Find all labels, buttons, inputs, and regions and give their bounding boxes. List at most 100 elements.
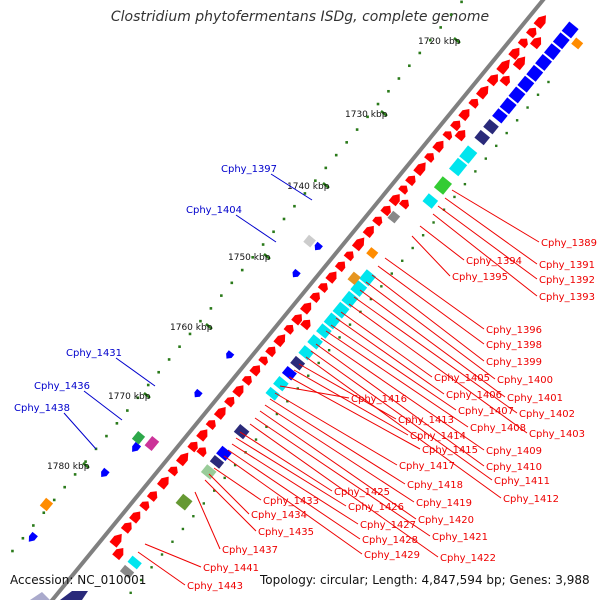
reverse-cds-arrow [196,429,208,442]
reverse-cds-arrow [241,376,252,386]
reverse-cds-arrow [450,120,461,132]
cog-box [200,464,217,480]
reverse-cds-arrow [530,37,542,50]
reverse-gene-leader-line [269,398,406,485]
reverse-cds-arrow [508,47,520,60]
scale-label: 1780 kbp [47,462,90,472]
scale-tick-dot [32,524,35,527]
cog-box [449,157,468,177]
reverse-gene-leader-line [451,189,540,243]
cog-box [341,290,359,308]
misc-feature-box [39,497,54,512]
scale-tick-dot [376,102,380,106]
scale-major-tick [82,462,90,469]
outer-tick-dot [401,259,404,262]
reverse-gene-leader-line [254,417,431,537]
outer-tick-dot [421,234,425,237]
outer-tick-dot [515,119,519,122]
scale-tick-dot [11,549,14,553]
cog-box [544,43,561,61]
scale-tick-dot [449,13,453,16]
outer-tick-dot [275,412,279,416]
outer-tick-dot [380,285,383,288]
misc-feature-box [571,37,584,50]
reverse-gene-label: Cphy_1433 [263,496,319,507]
scale-tick-dot [355,128,359,131]
reverse-gene-leader-line [359,289,506,398]
reverse-gene-leader-line [231,443,359,525]
outer-tick-dot [202,502,205,505]
reverse-cds-arrow [526,27,537,39]
scale-tick-dot [408,64,411,68]
reverse-gene-label: Cphy_1398 [486,340,542,351]
reverse-gene-label: Cphy_1392 [539,275,595,286]
outer-tick-dot [536,93,540,96]
scale-label: 1770 kbp [108,392,151,402]
scale-tick-dot [178,345,181,348]
reverse-gene-label: Cphy_1412 [503,494,559,505]
scale-tick-dot [188,332,192,336]
outer-tick-dot [348,323,352,326]
outer-tick-dot [495,144,498,148]
reverse-gene-leader-line [348,303,528,434]
forward-gene-label: Cphy_1404 [186,205,242,216]
forward-cds-arrow [292,268,301,278]
reverse-gene-leader-line [305,356,502,499]
cog-box [359,269,376,287]
scale-tick-dot [199,319,202,323]
forward-cds-arrow [314,241,323,251]
scale-tick-dot [115,422,119,425]
reverse-gene-leader-line [320,337,485,451]
reverse-cds-arrow [129,511,141,524]
forward-gene-label: Cphy_1397 [221,164,277,175]
cog-box [483,119,499,135]
reverse-cds-arrow [476,85,489,100]
cog-box [290,355,306,371]
reverse-gene-label: Cphy_1443 [187,581,243,592]
reverse-gene-leader-line [353,296,518,414]
accession-label: Accession: NC_010001 [10,573,147,587]
cog-box [216,445,232,461]
genome-summary: Topology: circular; Length: 4,847,594 bp… [260,573,590,587]
scale-tick-dot [251,255,254,259]
scale-tick-dot [42,511,46,515]
reverse-cds-arrow [458,109,470,122]
reverse-cds-arrow [176,452,189,467]
reverse-gene-leader-line [235,437,347,507]
scale-tick-dot [21,536,25,540]
scale-tick-dot [428,38,432,42]
reverse-gene-leader-line [144,543,202,568]
reverse-cds-arrow [273,334,286,348]
reverse-gene-leader-line [377,265,485,345]
reverse-cds-arrow [232,385,244,398]
scale-tick-dot [84,460,87,463]
reverse-cds-arrow [533,15,546,29]
scale-tick-dot [397,77,401,80]
reverse-gene-label: Cphy_1419 [416,498,472,509]
reverse-gene-leader-line [213,467,262,501]
cog-box [433,176,452,195]
scale-major-tick [453,37,461,44]
reverse-cds-arrow [372,216,383,227]
outer-tick-dot [213,489,216,492]
scale-tick-dot [261,243,265,246]
reverse-cds-arrow [249,365,261,377]
reverse-cds-arrow [512,56,526,71]
outer-tick-dot [181,527,185,531]
reverse-gene-leader-line [419,225,465,261]
outer-tick-dot [463,182,467,186]
outer-tick-dot [432,221,435,224]
reverse-cds-arrow [343,251,354,262]
reverse-gene-leader-line [279,385,350,399]
reverse-cds-arrow [468,98,479,109]
reverse-gene-label: Cphy_1393 [539,292,595,303]
outer-tick-dot [129,591,132,595]
scale-tick-dot [460,0,463,4]
reverse-cds-arrow [432,140,444,153]
reverse-cds-arrow [309,292,320,303]
reverse-cds-arrow [413,162,426,177]
reverse-gene-leader-line [239,431,333,492]
reverse-cds-arrow [157,476,169,490]
reverse-gene-leader-line [310,350,493,481]
